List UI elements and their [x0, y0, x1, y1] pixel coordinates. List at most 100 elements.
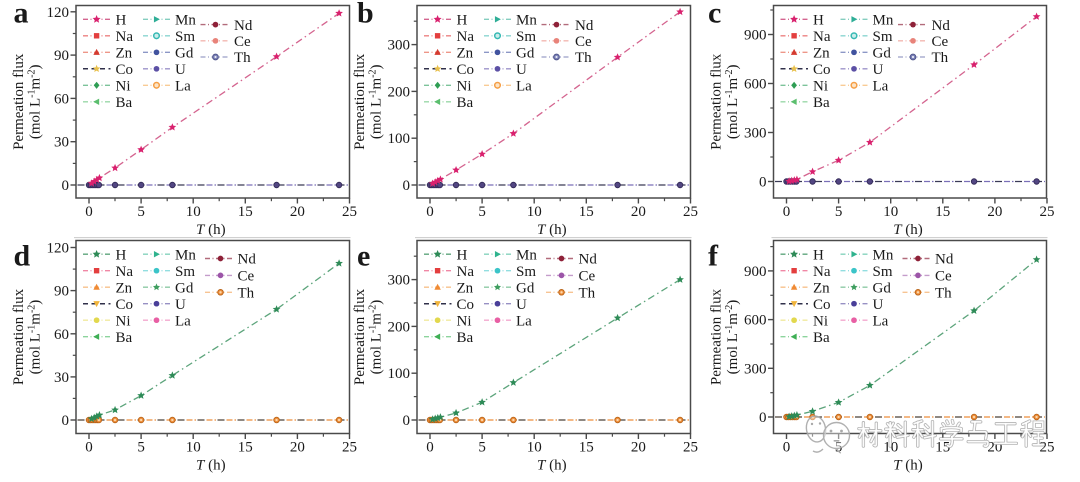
svg-text:Ni: Ni — [457, 313, 472, 329]
svg-text:Ba: Ba — [813, 330, 830, 346]
svg-text:0: 0 — [85, 440, 93, 456]
svg-text:U: U — [175, 297, 186, 313]
svg-text:T (h): T (h) — [893, 222, 923, 238]
svg-text:Sm: Sm — [516, 29, 536, 45]
svg-text:15: 15 — [935, 440, 950, 456]
svg-text:Ni: Ni — [116, 313, 131, 329]
svg-text:Na: Na — [457, 29, 475, 45]
svg-text:Zn: Zn — [813, 280, 830, 296]
svg-text:b: b — [357, 0, 374, 29]
svg-text:Zn: Zn — [457, 280, 474, 296]
svg-text:20: 20 — [290, 440, 305, 456]
svg-text:60: 60 — [54, 327, 69, 343]
svg-text:20: 20 — [631, 440, 646, 456]
svg-text:(mol L-1m-2): (mol L-1m-2) — [367, 300, 385, 375]
svg-text:La: La — [175, 79, 191, 95]
svg-text:Gd: Gd — [873, 46, 892, 62]
svg-text:5: 5 — [137, 204, 145, 220]
svg-text:Th: Th — [579, 286, 596, 302]
svg-text:T (h): T (h) — [893, 458, 923, 474]
svg-text:Mn: Mn — [873, 13, 894, 29]
svg-text:Ba: Ba — [813, 95, 830, 111]
svg-text:0: 0 — [62, 413, 70, 429]
svg-text:Gd: Gd — [175, 46, 194, 62]
svg-text:Nd: Nd — [579, 252, 598, 268]
svg-text:f: f — [708, 240, 719, 273]
svg-text:Zn: Zn — [116, 280, 133, 296]
svg-text:Th: Th — [234, 50, 251, 66]
svg-text:0: 0 — [783, 440, 791, 456]
svg-text:Permeation flux: Permeation flux — [11, 53, 27, 150]
svg-text:T (h): T (h) — [196, 222, 226, 238]
svg-text:H: H — [813, 247, 824, 263]
svg-text:120: 120 — [47, 5, 70, 21]
svg-text:Gd: Gd — [516, 280, 535, 296]
svg-text:Th: Th — [575, 50, 592, 66]
svg-text:600: 600 — [744, 313, 767, 329]
svg-text:Ni: Ni — [457, 79, 472, 95]
svg-text:Co: Co — [457, 62, 475, 78]
svg-text:U: U — [516, 62, 527, 78]
svg-text:25: 25 — [1040, 440, 1055, 456]
svg-text:20: 20 — [987, 204, 1002, 220]
svg-text:25: 25 — [342, 440, 357, 456]
svg-text:10: 10 — [527, 440, 542, 456]
svg-text:90: 90 — [54, 284, 69, 300]
svg-text:0: 0 — [403, 178, 411, 194]
svg-text:25: 25 — [342, 204, 357, 220]
svg-text:Zn: Zn — [116, 46, 133, 62]
svg-text:Th: Th — [238, 286, 255, 302]
svg-text:15: 15 — [579, 204, 594, 220]
svg-text:Ce: Ce — [575, 34, 592, 50]
svg-text:900: 900 — [744, 28, 767, 44]
svg-text:30: 30 — [54, 135, 69, 151]
svg-text:La: La — [516, 79, 532, 95]
svg-text:T (h): T (h) — [537, 222, 567, 238]
svg-text:T (h): T (h) — [196, 458, 226, 474]
svg-text:Th: Th — [935, 286, 952, 302]
svg-text:Nd: Nd — [238, 252, 257, 268]
svg-text:10: 10 — [883, 204, 898, 220]
svg-text:H: H — [116, 13, 127, 29]
svg-text:Gd: Gd — [873, 280, 892, 296]
svg-text:Ni: Ni — [116, 79, 131, 95]
svg-text:30: 30 — [54, 370, 69, 386]
svg-text:Ce: Ce — [238, 269, 255, 285]
svg-text:Gd: Gd — [516, 46, 535, 62]
svg-text:La: La — [873, 313, 889, 329]
svg-text:Ce: Ce — [935, 269, 952, 285]
svg-text:(mol L-1m-2): (mol L-1m-2) — [367, 64, 385, 139]
svg-text:H: H — [457, 13, 468, 29]
svg-text:H: H — [457, 247, 468, 263]
svg-text:(mol L-1m-2): (mol L-1m-2) — [724, 64, 742, 139]
svg-text:15: 15 — [238, 440, 253, 456]
svg-text:200: 200 — [388, 319, 411, 335]
svg-text:Ce: Ce — [234, 34, 251, 50]
svg-text:15: 15 — [579, 440, 594, 456]
svg-text:20: 20 — [631, 204, 646, 220]
svg-text:U: U — [873, 62, 884, 78]
svg-text:Nd: Nd — [935, 252, 954, 268]
svg-text:U: U — [873, 297, 884, 313]
svg-text:5: 5 — [478, 440, 486, 456]
svg-text:20: 20 — [290, 204, 305, 220]
svg-text:Nd: Nd — [932, 18, 951, 34]
svg-text:c: c — [708, 0, 721, 29]
svg-text:Mn: Mn — [175, 13, 196, 29]
svg-text:900: 900 — [744, 264, 767, 280]
svg-text:5: 5 — [137, 440, 145, 456]
svg-text:U: U — [175, 62, 186, 78]
svg-text:300: 300 — [388, 38, 411, 54]
svg-text:10: 10 — [527, 204, 542, 220]
svg-text:300: 300 — [744, 361, 767, 377]
svg-text:10: 10 — [186, 440, 201, 456]
svg-text:Na: Na — [116, 29, 134, 45]
svg-text:Na: Na — [813, 264, 831, 280]
svg-text:Mn: Mn — [516, 247, 537, 263]
svg-text:90: 90 — [54, 48, 69, 64]
svg-text:Zn: Zn — [813, 46, 830, 62]
svg-text:La: La — [873, 79, 889, 95]
svg-text:15: 15 — [238, 204, 253, 220]
svg-text:5: 5 — [478, 204, 486, 220]
svg-text:Co: Co — [116, 297, 134, 313]
